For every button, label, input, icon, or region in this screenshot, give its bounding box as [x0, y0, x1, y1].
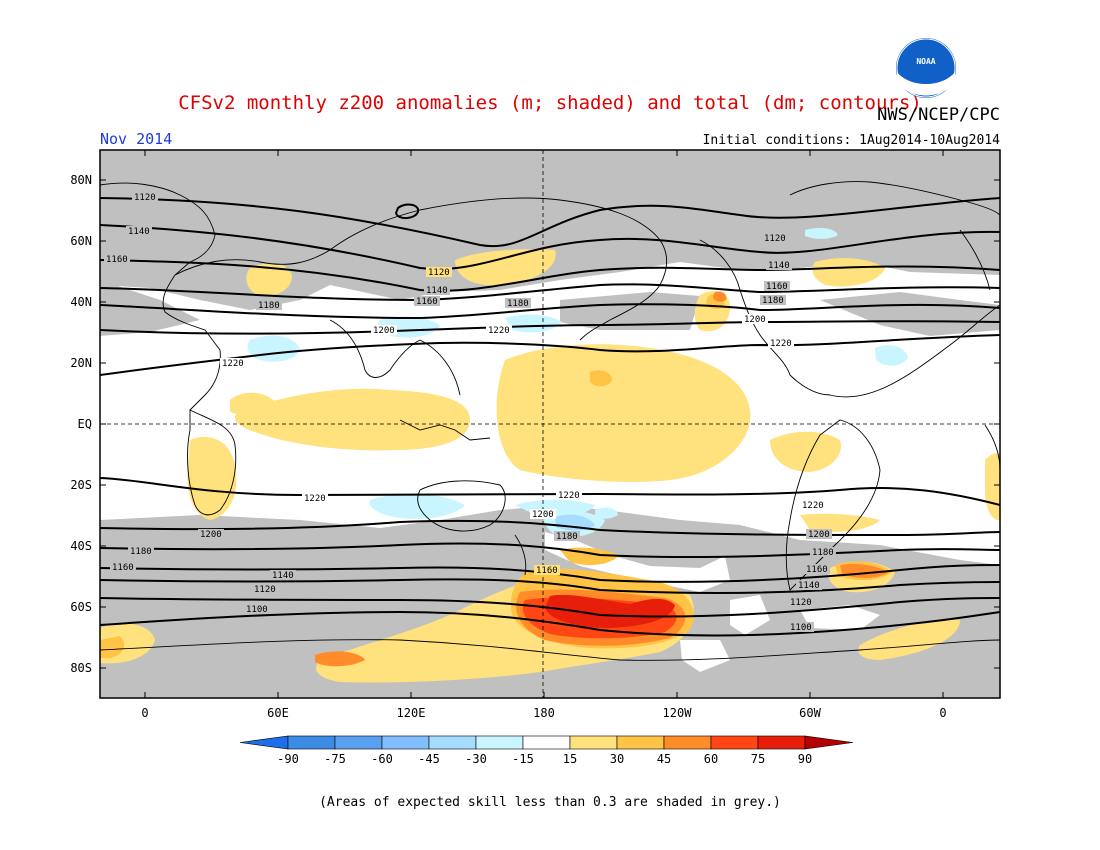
lat-label: 80S — [70, 661, 92, 675]
contour-label: 1180 — [130, 547, 152, 557]
contour-label: 1220 — [558, 491, 580, 501]
contour-label: 1160 — [806, 565, 828, 575]
lat-label: 60S — [70, 600, 92, 614]
period-label: Nov 2014 — [100, 130, 172, 148]
contour-label: 1160 — [106, 255, 128, 265]
colorbar-swatch — [757, 735, 806, 750]
contour-label: 1200 — [808, 530, 830, 540]
contour-label: 1180 — [507, 299, 529, 309]
colorbar-swatch — [381, 735, 430, 750]
contour-label: 1200 — [200, 530, 222, 540]
contour-label: 1200 — [532, 510, 554, 520]
contour-label: 1180 — [762, 296, 784, 306]
colorbar-swatch — [569, 735, 618, 750]
contour-label: 1180 — [556, 532, 578, 542]
colorbar-tick-label: -30 — [465, 752, 487, 766]
contour-labels: 1120 1140 1160 1180 1200 1220 1120 1140 … — [104, 192, 836, 633]
colorbar-tick-label: 60 — [704, 752, 718, 766]
lat-label: 40N — [70, 295, 92, 309]
colorbar-swatch — [334, 735, 383, 750]
colorbar-tick-label: -75 — [324, 752, 346, 766]
contour-label: 1220 — [802, 501, 824, 511]
contour-label: 1160 — [112, 563, 134, 573]
longitude-axis: 0 60E 120E 180 120W 60W 0 — [141, 150, 947, 720]
contour-label: 1220 — [222, 359, 244, 369]
noaa-logo-text: NOAA — [916, 57, 935, 66]
lat-label: 40S — [70, 539, 92, 553]
colorbar-swatch — [428, 735, 477, 750]
contour-label: 1120 — [428, 268, 450, 278]
contour-label: 1140 — [768, 261, 790, 271]
contour-label: 1120 — [764, 234, 786, 244]
colorbar-tick-label: 15 — [563, 752, 577, 766]
lon-label: 0 — [141, 706, 148, 720]
lon-label: 60E — [267, 706, 289, 720]
map-title: CFSv2 monthly z200 anomalies (m; shaded)… — [178, 92, 922, 114]
contour-label: 1140 — [798, 581, 820, 591]
contour-label: 1180 — [812, 548, 834, 558]
org-label: NWS/NCEP/CPC — [877, 105, 1000, 125]
contour-label: 1160 — [766, 282, 788, 292]
colorbar-swatch — [522, 735, 571, 750]
lat-label: 80N — [70, 173, 92, 187]
map-area: 1120 1140 1160 1180 1200 1220 1120 1140 … — [99, 149, 1001, 699]
colorbar-arrow-low — [239, 735, 289, 750]
contour-label: 1160 — [536, 566, 558, 576]
contour-label: 1120 — [790, 598, 812, 608]
contour-label: 1160 — [416, 297, 438, 307]
contour-label: 1140 — [426, 286, 448, 296]
colorbar-tick-label: 45 — [657, 752, 671, 766]
contour-label: 1220 — [770, 339, 792, 349]
contour-label: 1100 — [790, 623, 812, 633]
lat-label: 20S — [70, 478, 92, 492]
footnote: (Areas of expected skill less than 0.3 a… — [319, 795, 781, 810]
colorbar-swatch — [710, 735, 759, 750]
lat-label: 20N — [70, 356, 92, 370]
contour-label: 1220 — [304, 494, 326, 504]
lon-label: 0 — [939, 706, 946, 720]
colorbar-swatch — [616, 735, 665, 750]
colorbar-legend: -90 -75 -60 -45 -30 -15 15 30 45 60 75 90 — [239, 735, 854, 766]
lon-label: 180 — [533, 706, 555, 720]
colorbar-tick-label: -60 — [371, 752, 393, 766]
contour-label: 1140 — [128, 227, 150, 237]
contour-label: 1180 — [258, 301, 280, 311]
colorbar-tick-label: 30 — [610, 752, 624, 766]
colorbar-tick-label: 90 — [798, 752, 812, 766]
colorbar-swatch — [475, 735, 524, 750]
lat-label: EQ — [78, 417, 92, 431]
lon-label: 120W — [663, 706, 693, 720]
colorbar-tick-label: -15 — [512, 752, 534, 766]
contour-label: 1220 — [488, 326, 510, 336]
colorbar-arrow-high — [804, 735, 854, 750]
colorbar-tick-label: 75 — [751, 752, 765, 766]
height-contours — [100, 197, 1000, 637]
contour-label: 1200 — [373, 326, 395, 336]
colorbar-swatch — [287, 735, 336, 750]
latitude-axis: 80N 60N 40N 20N EQ 20S 40S 60S 80S — [70, 173, 1000, 675]
contour-label: 1120 — [254, 585, 276, 595]
colorbar-tick-label: -45 — [418, 752, 440, 766]
lon-label: 120E — [397, 706, 426, 720]
lon-label: 60W — [799, 706, 821, 720]
contour-label: 1120 — [134, 193, 156, 203]
contour-label: 1140 — [272, 571, 294, 581]
noaa-logo-icon: NOAA — [896, 38, 956, 98]
colorbar-tick-label: -90 — [277, 752, 299, 766]
initial-conditions-label: Initial conditions: 1Aug2014-10Aug2014 — [703, 133, 1001, 148]
contour-label: 1200 — [744, 315, 766, 325]
contour-label: 1100 — [246, 605, 268, 615]
continent-outlines — [100, 181, 1000, 661]
colorbar-swatch — [663, 735, 712, 750]
lat-label: 60N — [70, 234, 92, 248]
